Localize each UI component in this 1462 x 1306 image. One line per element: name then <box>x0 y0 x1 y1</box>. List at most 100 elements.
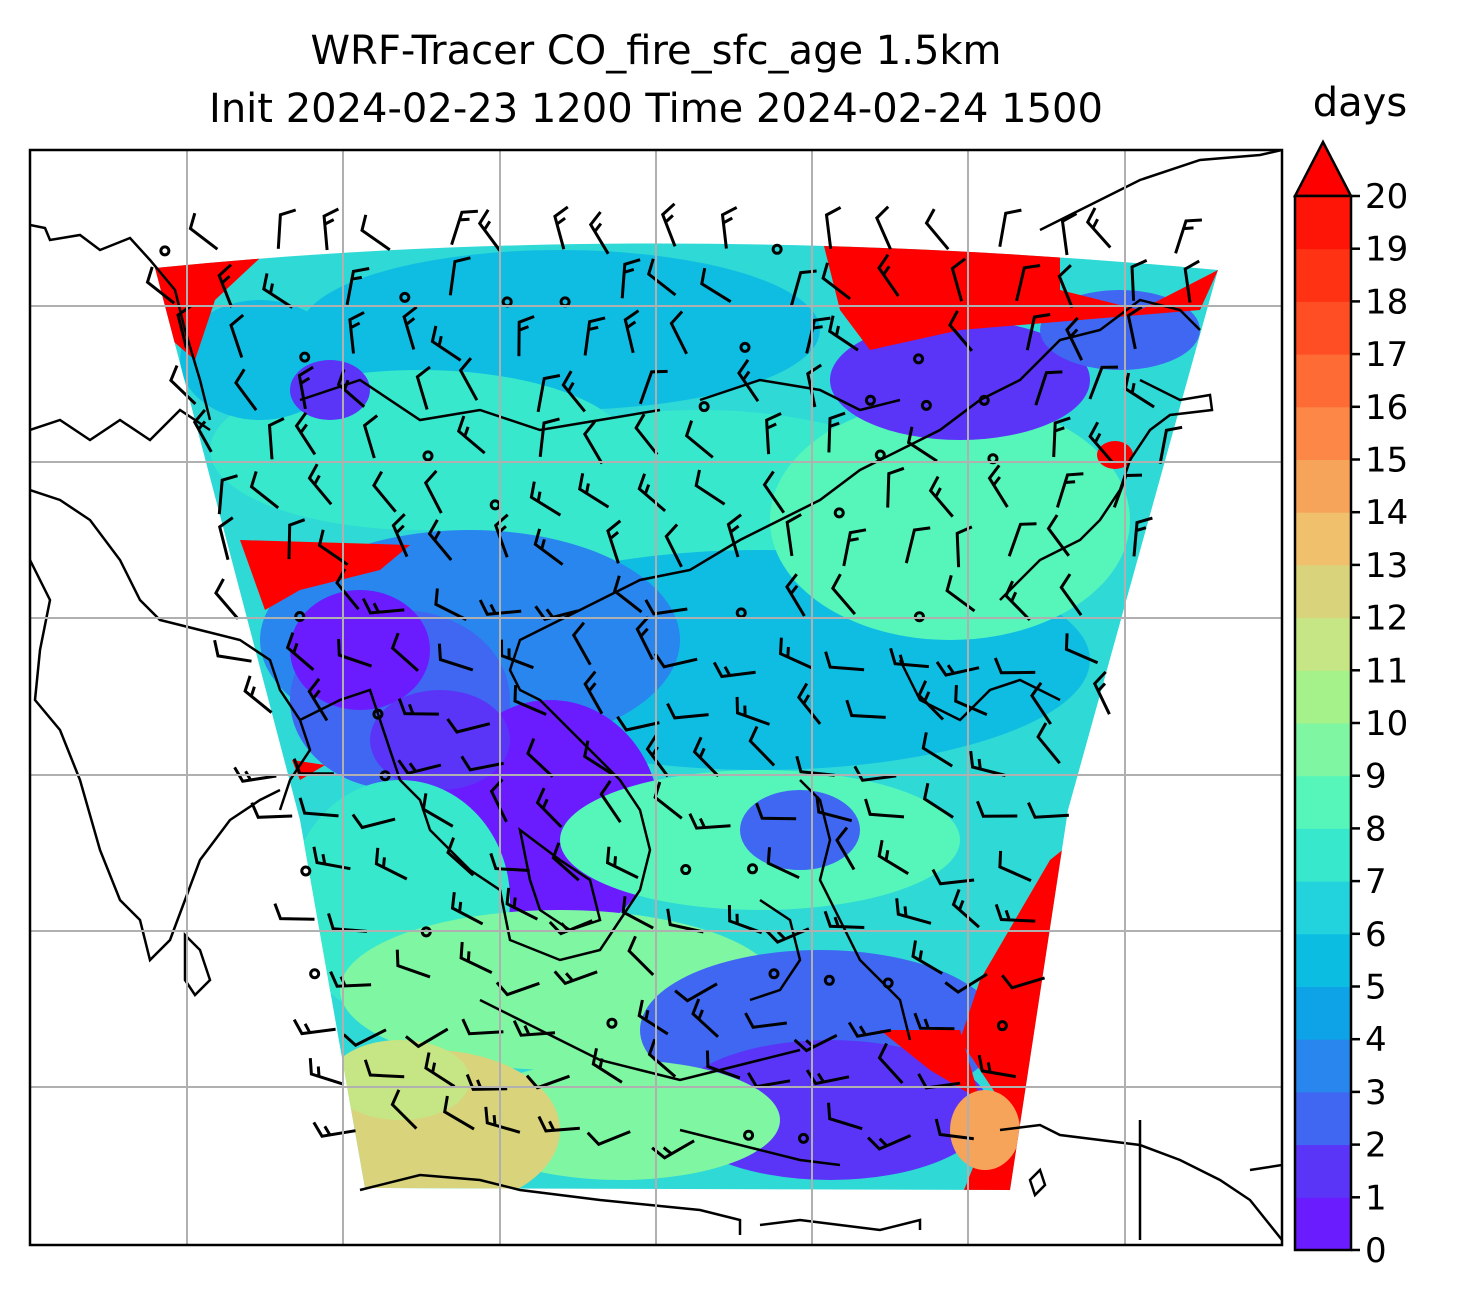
wind-barb <box>889 647 930 669</box>
wind-barb <box>307 463 333 506</box>
wind-barb <box>446 718 491 734</box>
wind-barb <box>735 696 771 726</box>
colorbar-band <box>1295 354 1351 408</box>
wind-barb <box>298 797 339 818</box>
wind-barbs <box>145 202 1202 1160</box>
gridlines <box>30 150 1282 1245</box>
calm-wind-marker <box>698 401 710 413</box>
wind-barb <box>571 621 592 666</box>
wind-barb <box>599 780 622 824</box>
wind-barb <box>785 513 802 557</box>
colorbar-tick-label: 0 <box>1365 1231 1387 1271</box>
calm-wind-marker <box>299 351 311 363</box>
calm-wind-marker <box>309 968 321 980</box>
wind-barb <box>500 639 534 670</box>
wind-barb <box>307 677 329 722</box>
calm-wind-marker <box>823 974 835 986</box>
wind-barb <box>951 888 980 929</box>
wind-barb <box>712 661 756 679</box>
colorbar-band <box>1295 564 1351 619</box>
wind-barb <box>551 842 580 882</box>
colorbar-tick-label: 18 <box>1365 282 1408 322</box>
wind-barb <box>351 813 396 830</box>
wind-barb <box>674 982 718 1003</box>
colorbar-tick-label: 7 <box>1365 862 1387 902</box>
colorbar-band <box>1295 301 1351 355</box>
wind-barb <box>267 417 285 460</box>
wind-barb <box>372 470 397 513</box>
wind-barb <box>292 758 334 776</box>
colorbar-tick-label: 12 <box>1365 599 1408 639</box>
calm-wind-marker <box>920 399 932 411</box>
wind-barb <box>188 212 219 251</box>
wind-barb <box>778 637 813 670</box>
colorbar-band <box>1295 459 1351 513</box>
wind-barb <box>317 529 349 566</box>
wind-barb <box>312 1121 356 1138</box>
wind-barb <box>458 357 479 401</box>
wind-barb <box>582 420 604 465</box>
calm-wind-marker <box>768 968 780 980</box>
wind-barb <box>450 209 478 246</box>
calm-wind-marker <box>913 611 925 623</box>
calm-wind-marker <box>864 394 876 406</box>
wind-barb <box>448 256 471 296</box>
wind-barb <box>489 852 530 872</box>
wind-barb <box>647 1038 677 1078</box>
wind-barb <box>404 1027 449 1049</box>
wind-barb <box>877 839 909 875</box>
wind-barb <box>273 903 315 921</box>
calm-wind-marker <box>833 507 845 519</box>
colorbar-band <box>1295 881 1351 935</box>
wind-barb <box>1065 316 1084 361</box>
wind-barb <box>948 310 974 352</box>
wind-barb <box>688 813 731 830</box>
wind-barb <box>886 466 905 508</box>
wind-barb <box>1174 218 1202 254</box>
wind-barb <box>605 846 639 880</box>
wind-barb <box>586 1130 631 1147</box>
wind-barb <box>877 1042 904 1085</box>
wind-barb <box>229 313 245 358</box>
wind-barb <box>765 412 782 455</box>
wind-barb <box>864 798 905 819</box>
wind-barb <box>1015 264 1041 302</box>
wind-barb <box>684 420 714 459</box>
wind-barb <box>287 518 306 560</box>
wind-barb <box>621 896 654 930</box>
wind-barb <box>427 519 453 561</box>
colorbar-band <box>1295 1039 1351 1093</box>
wind-barb <box>922 782 954 819</box>
colorbar-band <box>1295 828 1351 882</box>
wind-barb <box>391 513 409 558</box>
wind-barb <box>1046 514 1071 557</box>
wind-barb <box>847 1021 892 1038</box>
wind-barb <box>374 847 408 881</box>
colorbar-tick-label: 11 <box>1365 651 1408 691</box>
colorbar-tick-label: 16 <box>1365 388 1408 428</box>
wind-barb <box>348 311 365 354</box>
wind-barb <box>635 616 654 661</box>
calm-wind-marker <box>913 353 925 365</box>
calm-wind-marker <box>797 1132 809 1144</box>
colorbar-tick-label: 1 <box>1365 1178 1387 1218</box>
wind-barb <box>748 725 776 767</box>
wind-barb <box>217 516 234 561</box>
wind-barb <box>766 847 800 880</box>
wind-barb <box>612 575 643 614</box>
wind-barb <box>1052 416 1071 458</box>
wind-barb <box>1036 722 1061 765</box>
calm-wind-marker <box>159 245 171 257</box>
wind-barb <box>821 262 852 300</box>
wind-barb <box>835 826 856 871</box>
wind-barb <box>430 325 462 362</box>
colorbar-band <box>1295 723 1351 777</box>
wind-barb <box>627 935 655 976</box>
wind-barb <box>616 715 660 732</box>
wind-barb <box>591 1048 623 1084</box>
wind-barb <box>513 684 547 716</box>
calm-wind-marker <box>743 1129 755 1141</box>
wind-barb <box>249 470 280 509</box>
wind-barb <box>906 426 938 463</box>
